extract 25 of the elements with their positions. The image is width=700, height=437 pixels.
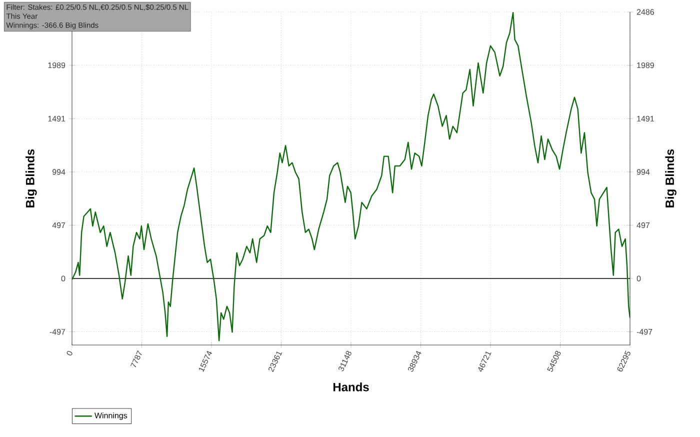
y2-axis-title: Big Blinds: [665, 149, 676, 208]
x-tick-label: 15574: [198, 350, 212, 372]
x-axis-title: Hands: [333, 382, 369, 392]
x-tick-label: 0: [66, 351, 72, 356]
y2-tick-label: 0: [636, 276, 641, 282]
x-tick-label: 62295: [617, 350, 630, 372]
y-tick-label: -497: [50, 328, 66, 335]
x-tick-label: 31148: [338, 350, 352, 372]
y2-tick-label: 1989: [637, 62, 654, 68]
y2-tick-label: 497: [636, 222, 650, 228]
y2-tick-label: 994: [636, 169, 650, 175]
y2-tick-label: 2486: [636, 9, 654, 15]
y2-tick-label: 1491: [637, 116, 654, 122]
legend-label: Winnings: [94, 412, 128, 420]
y-tick-label: 1989: [48, 62, 66, 68]
y2-tick-label: -497: [636, 328, 652, 335]
y-tick-label: 0: [61, 276, 66, 282]
y-tick-label: 497: [52, 222, 66, 228]
y-tick-label: 1491: [48, 116, 66, 122]
x-tick-label: 46721: [478, 352, 492, 372]
y-tick-label: 994: [52, 169, 66, 175]
x-tick-label: 38934: [408, 350, 422, 372]
x-tick-label: 7787: [130, 350, 142, 368]
x-tick-label: 23361: [268, 352, 282, 372]
y-axis-title: Big Blinds: [26, 149, 37, 208]
